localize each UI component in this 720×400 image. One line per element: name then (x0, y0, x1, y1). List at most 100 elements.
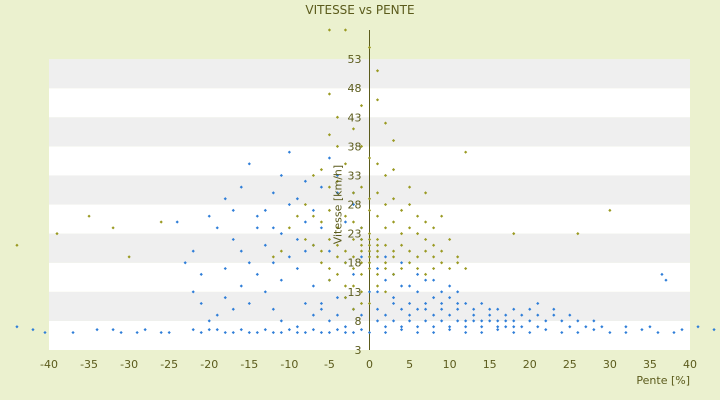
data-point (343, 330, 348, 335)
data-point (423, 319, 428, 323)
data-point (335, 191, 340, 195)
data-point (560, 330, 564, 335)
data-point (415, 266, 420, 271)
data-point (375, 249, 380, 253)
data-point (335, 226, 340, 230)
data-point (279, 249, 283, 253)
data-point (231, 330, 235, 335)
data-point (391, 168, 396, 172)
data-point (383, 202, 388, 207)
data-point (359, 249, 364, 253)
data-point (672, 330, 676, 335)
data-point (223, 266, 227, 271)
data-point (191, 328, 195, 332)
data-point (375, 290, 380, 294)
data-point (464, 266, 468, 271)
data-point (311, 208, 316, 212)
data-point (383, 243, 388, 247)
data-point (263, 290, 267, 294)
data-point (359, 301, 364, 306)
data-point (440, 261, 444, 265)
x-tick-label: 5 (406, 358, 413, 371)
data-point (375, 214, 380, 218)
data-point (367, 156, 372, 160)
data-point (343, 214, 348, 218)
data-point (351, 237, 356, 242)
data-point (303, 202, 307, 207)
data-point (375, 243, 380, 247)
data-point (351, 330, 356, 335)
data-point (335, 296, 340, 300)
y-tick-label: 3 (355, 344, 362, 357)
data-point (432, 243, 436, 247)
data-point (391, 249, 396, 253)
data-point (432, 226, 436, 230)
data-point (536, 325, 540, 329)
data-point (399, 328, 404, 332)
data-point (552, 313, 556, 317)
data-point (423, 249, 428, 253)
data-point (375, 237, 380, 242)
data-point (327, 133, 332, 137)
data-point (43, 330, 47, 335)
data-point (199, 330, 203, 335)
data-point (375, 162, 380, 166)
data-point (359, 313, 364, 317)
data-point (303, 220, 307, 224)
data-point (367, 249, 372, 253)
data-point (608, 208, 612, 212)
data-point (504, 313, 508, 317)
data-point (335, 255, 340, 259)
data-point (223, 197, 227, 201)
data-point (319, 249, 324, 253)
data-point (440, 290, 444, 294)
data-point (391, 220, 396, 224)
data-point (335, 115, 340, 119)
x-tick-label: 25 (563, 358, 577, 371)
data-point (660, 272, 664, 276)
data-point (415, 272, 420, 276)
data-point (231, 237, 235, 242)
data-point (520, 325, 524, 329)
data-point (456, 261, 460, 265)
data-point (383, 226, 388, 230)
data-point (375, 272, 380, 276)
data-point (456, 301, 460, 306)
data-point (375, 255, 380, 259)
data-point (191, 290, 195, 294)
data-point (504, 325, 508, 329)
data-point (327, 92, 332, 96)
data-point (624, 330, 628, 335)
data-point (407, 284, 412, 288)
data-point (480, 330, 484, 335)
data-point (279, 173, 283, 178)
data-point (391, 319, 396, 323)
data-point (680, 328, 684, 332)
y-tick-label: 23 (348, 228, 362, 241)
y-tick-label: 48 (348, 82, 362, 95)
data-point (335, 313, 340, 317)
data-point (367, 232, 372, 236)
data-point (480, 325, 484, 329)
data-point (367, 330, 372, 335)
data-point (520, 313, 524, 317)
data-point (263, 243, 267, 247)
data-point (247, 330, 251, 335)
data-point (359, 243, 364, 247)
data-point (448, 313, 452, 317)
data-point (656, 330, 660, 335)
data-point (311, 214, 316, 218)
data-point (440, 301, 444, 306)
x-tick-label: -25 (160, 358, 178, 371)
data-point (231, 307, 235, 311)
data-point (440, 249, 444, 253)
data-point (496, 328, 500, 332)
data-point (255, 272, 259, 276)
x-tick-label: 10 (443, 358, 457, 371)
x-tick-label: 40 (683, 358, 697, 371)
data-point (367, 237, 372, 242)
x-tick-label: -35 (80, 358, 98, 371)
data-point (648, 325, 652, 329)
data-point (407, 319, 412, 323)
